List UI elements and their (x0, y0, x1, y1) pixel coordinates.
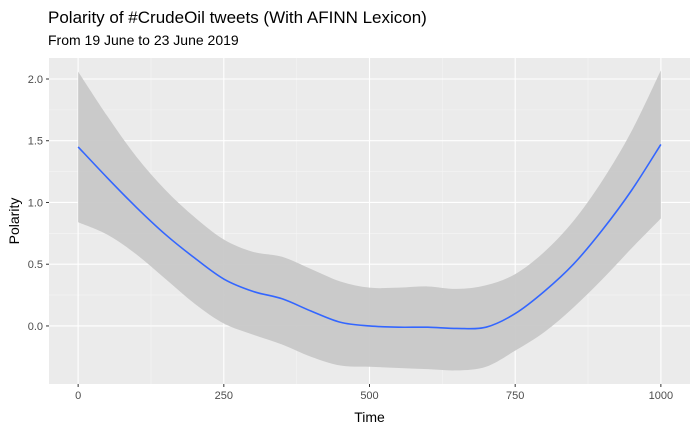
y-tick-label: 2.0 (28, 74, 43, 86)
x-axis-ticks: 0 250 500 750 1000 (75, 384, 673, 402)
x-tick-label: 1000 (649, 390, 673, 402)
y-axis-ticks: 0.0 0.5 1.0 1.5 2.0 (28, 74, 49, 333)
y-tick-label: 0.5 (28, 259, 43, 271)
x-axis-title: Time (354, 409, 385, 425)
x-tick-label: 500 (360, 390, 378, 402)
smoothed-polarity-line (77, 144, 662, 330)
chart-subtitle: From 19 June to 23 June 2019 (48, 32, 239, 48)
y-tick-label: 0.0 (28, 321, 43, 333)
chart-title: Polarity of #CrudeOil tweets (With AFINN… (48, 8, 427, 27)
x-tick-label: 0 (75, 390, 81, 402)
confidence-band (78, 70, 661, 371)
y-axis-title: Polarity (6, 198, 22, 245)
x-tick-label: 250 (215, 390, 233, 402)
y-tick-label: 1.0 (28, 197, 43, 209)
y-tick-label: 1.5 (28, 136, 43, 148)
x-tick-label: 750 (506, 390, 524, 402)
